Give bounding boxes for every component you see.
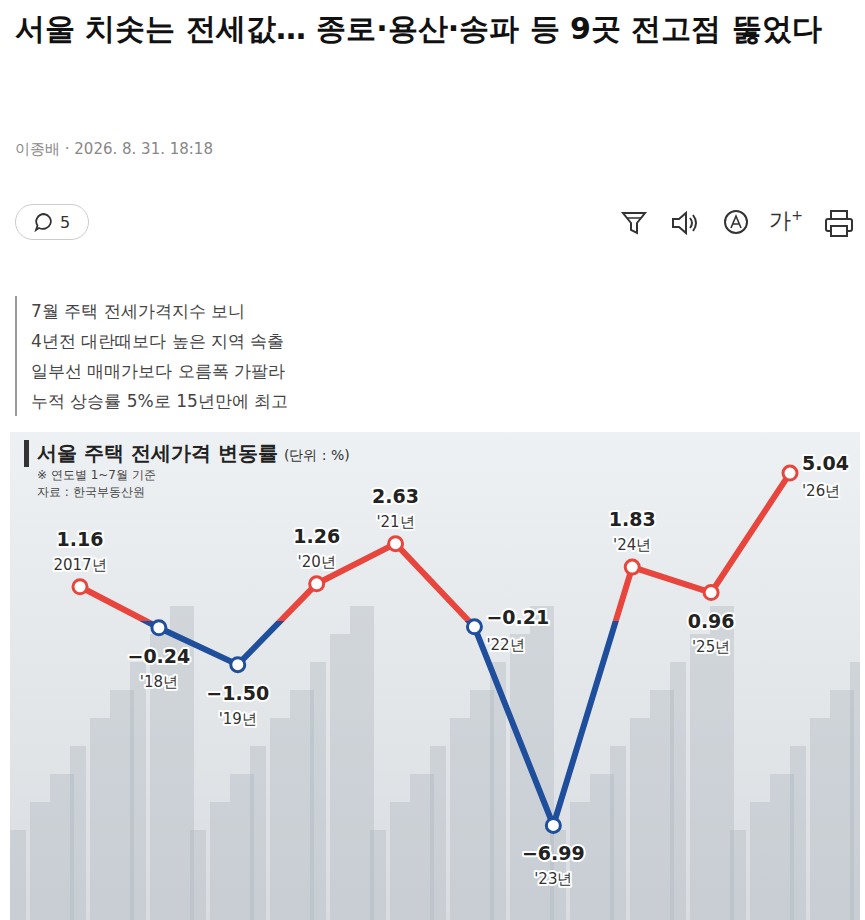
svg-text:'26년: '26년 (802, 482, 840, 500)
html-text:서울 주택 전세가격 변동률 (단위 : %): 서울 주택 전세가격 변동률 (단위 : %) (37, 441, 350, 465)
svg-text:−6.99: −6.99 (522, 842, 585, 864)
html-text:자료 : 한국부동산원: 자료 : 한국부동산원 (37, 485, 145, 499)
html-text:누적 상승률 5%로 15년만에 최고: 누적 상승률 5%로 15년만에 최고 (31, 391, 289, 411)
html-text:4년전 대란때보다 높은 지역 속출: 4년전 대란때보다 높은 지역 속출 (31, 331, 285, 351)
svg-text:2.63: 2.63 (372, 485, 419, 507)
svg-text:−0.24: −0.24 (127, 645, 190, 667)
html-text:7월 주택 전세가격지수 보니: 7월 주택 전세가격지수 보니 (31, 301, 245, 321)
svg-text:0.96: 0.96 (688, 610, 735, 632)
html-text:이종배 · 2026. 8. 31. 18:18: 이종배 · 2026. 8. 31. 18:18 (15, 140, 213, 158)
svg-text:5.04: 5.04 (802, 452, 849, 474)
html-text:일부선 매매가보다 오름폭 가팔라: 일부선 매매가보다 오름폭 가팔라 (31, 361, 286, 381)
svg-text:'18년: '18년 (140, 673, 178, 691)
html-text:5: 5 (59, 212, 71, 232)
html-text:※ 연도별 1~7월 기준: ※ 연도별 1~7월 기준 (37, 468, 156, 482)
svg-text:'21년: '21년 (376, 513, 414, 531)
svg-text:'25년: '25년 (692, 638, 730, 656)
svg-text:'24년: '24년 (613, 536, 651, 554)
svg-text:−1.50: −1.50 (206, 682, 269, 704)
svg-text:1.16: 1.16 (57, 528, 104, 550)
html-text:가+: 가+ (769, 206, 803, 233)
svg-text:2017년: 2017년 (53, 556, 106, 574)
svg-text:'20년: '20년 (298, 553, 336, 571)
html-text:서울 치솟는 전세값… 종로·용산·송파 등 9곳 전고점: 서울 치솟는 전세값… 종로·용산·송파 등 9곳 전고점 뚫었다 (15, 11, 822, 46)
svg-text:'23년: '23년 (534, 870, 572, 888)
svg-text:−0.21: −0.21 (486, 606, 549, 628)
svg-text:'19년: '19년 (219, 710, 257, 728)
svg-text:1.83: 1.83 (609, 508, 656, 530)
svg-text:1.26: 1.26 (293, 525, 340, 547)
svg-text:'22년: '22년 (486, 636, 524, 654)
